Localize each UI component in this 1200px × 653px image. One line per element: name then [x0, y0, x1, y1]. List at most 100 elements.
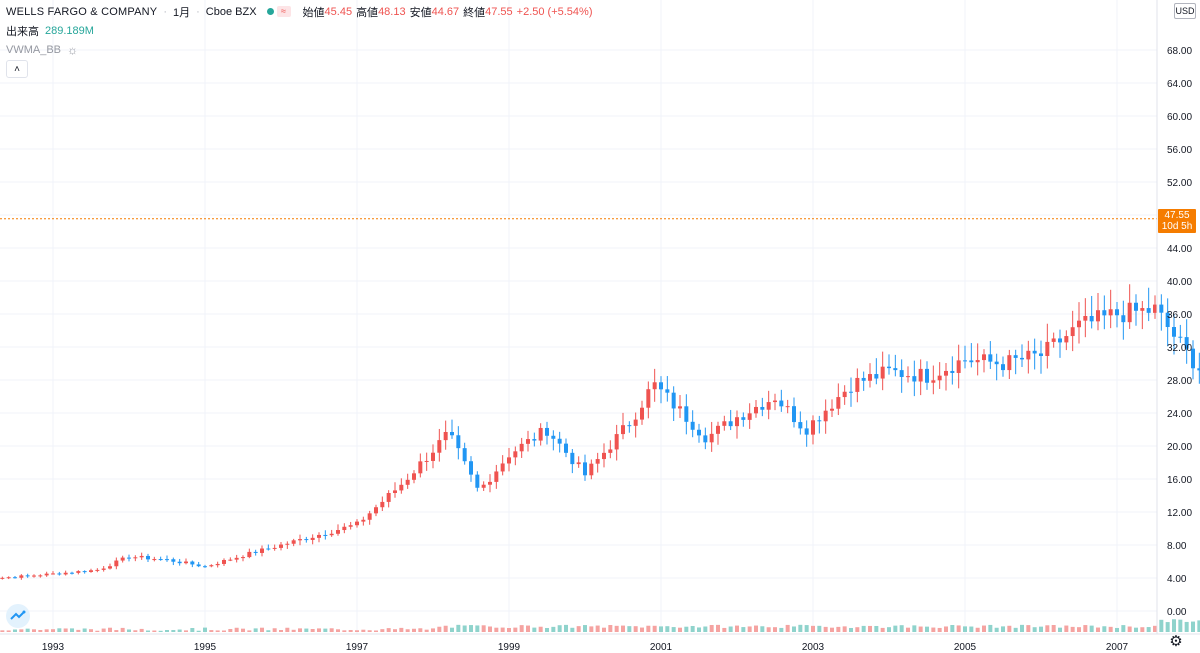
- candle-body: [868, 374, 872, 381]
- volume-bar: [25, 628, 30, 632]
- candle-body: [19, 575, 24, 578]
- time-tick-label: 2001: [650, 642, 673, 653]
- low-value: 44.67: [431, 5, 460, 18]
- candle-body: [545, 427, 549, 436]
- interval-label[interactable]: 1月: [172, 6, 191, 19]
- volume-bar: [1134, 627, 1138, 632]
- price-tick-label: 24.00: [1167, 409, 1192, 420]
- volume-bar: [361, 629, 366, 632]
- candle-body: [450, 431, 454, 436]
- candle-body: [158, 559, 163, 561]
- candle-body: [1140, 308, 1145, 311]
- candle-body: [355, 521, 359, 526]
- high-value: 48.13: [378, 5, 406, 18]
- volume-bar: [1165, 622, 1170, 632]
- volume-bar: [633, 626, 638, 632]
- volume-bar: [469, 625, 473, 632]
- volume-bar: [380, 629, 385, 632]
- volume-bar: [735, 625, 739, 632]
- volume-bar: [1096, 627, 1100, 632]
- volume-bar: [177, 629, 182, 632]
- volume-bar: [19, 629, 24, 632]
- volume-bar: [95, 630, 100, 632]
- volume-bar: [44, 629, 49, 632]
- candle-body: [678, 406, 682, 409]
- symbol-name[interactable]: WELLS FARGO & COMPANY: [6, 5, 158, 18]
- candle-body: [253, 551, 258, 553]
- candle-body: [1159, 304, 1164, 313]
- currency-button[interactable]: USD: [1174, 3, 1196, 19]
- price-tick-label: 44.00: [1167, 244, 1192, 255]
- time-axis[interactable]: 1993199519971999200120032005200720092011…: [42, 642, 1200, 653]
- gear-icon[interactable]: ⚙: [1169, 633, 1183, 650]
- volume-bar: [1077, 627, 1081, 632]
- volume-bar: [861, 625, 866, 632]
- eye-off-icon[interactable]: ☼: [67, 42, 79, 57]
- volume-bar: [728, 626, 733, 632]
- price-axis[interactable]: 0.00 4.00 8.00 12.00 16.00 20.00 24.00 28.00 32.…: [1167, 7, 1192, 618]
- candle-body: [507, 457, 511, 464]
- candle-body: [602, 452, 606, 460]
- tradingview-logo-icon[interactable]: [6, 604, 30, 628]
- candle-body: [703, 435, 708, 443]
- price-tick-label: 12.00: [1167, 508, 1192, 519]
- open-label: 始値: [302, 6, 325, 19]
- volume-bar: [481, 625, 486, 632]
- candle-body: [950, 370, 955, 373]
- candle-body: [969, 360, 974, 363]
- volume-bar: [1146, 627, 1151, 632]
- candle-body: [1146, 308, 1151, 313]
- volume-bar: [424, 629, 429, 632]
- candle-body: [424, 460, 429, 462]
- volume-bar: [228, 628, 233, 632]
- candle-body: [1096, 310, 1100, 322]
- price-tick-label: 32.00: [1167, 343, 1192, 354]
- market-status[interactable]: ≈: [266, 6, 291, 17]
- candle-body: [374, 507, 378, 514]
- candle-body: [684, 406, 689, 422]
- volume-bar: [127, 629, 131, 632]
- volume-bar: [348, 630, 353, 632]
- candle-body: [361, 519, 366, 522]
- chevron-up-icon: ˄: [14, 63, 20, 75]
- volume-bar: [760, 626, 765, 632]
- change-value: +2.50 (+5.54%): [516, 5, 593, 18]
- volume-bar: [1013, 627, 1018, 632]
- candle-body: [399, 484, 404, 491]
- volume-bar: [804, 625, 809, 632]
- volume-bar: [671, 627, 676, 632]
- volume-bar: [887, 627, 891, 632]
- volume-bar: [241, 628, 245, 632]
- volume-bar: [101, 628, 106, 632]
- volume-bar: [139, 628, 144, 632]
- volume-value: 289.189M: [45, 24, 94, 37]
- volume-label[interactable]: 出来高: [6, 25, 39, 38]
- collapse-legend-button[interactable]: ˄: [6, 60, 28, 78]
- candle-body: [1058, 338, 1062, 343]
- chart-grid: [0, 0, 1157, 634]
- candle-body: [177, 561, 182, 564]
- candle-body: [190, 561, 195, 565]
- volume-bar: [1108, 626, 1113, 632]
- candle-body: [659, 382, 663, 390]
- volume-bar: [209, 630, 214, 632]
- indicator-name[interactable]: VWMA_BB: [6, 43, 62, 56]
- volume-bar: [1197, 620, 1200, 632]
- volume-bar: [190, 628, 195, 632]
- candle-body: [209, 565, 214, 567]
- last-price-value: 47.55: [1164, 210, 1190, 221]
- volume-bar: [304, 628, 309, 632]
- volume-bar: [222, 630, 226, 632]
- volume-bar: [1058, 627, 1062, 632]
- volume-bar: [640, 627, 644, 632]
- candle-body: [89, 570, 93, 572]
- candle-body: [633, 419, 638, 426]
- candle-body: [1070, 327, 1075, 337]
- price-tick-label: 56.00: [1167, 145, 1192, 156]
- candle-body: [405, 479, 410, 485]
- bar-countdown: 10d 5h: [1161, 221, 1193, 232]
- volume-bar: [918, 626, 923, 632]
- time-tick-label: 1997: [346, 642, 369, 653]
- candle-body: [1108, 309, 1113, 316]
